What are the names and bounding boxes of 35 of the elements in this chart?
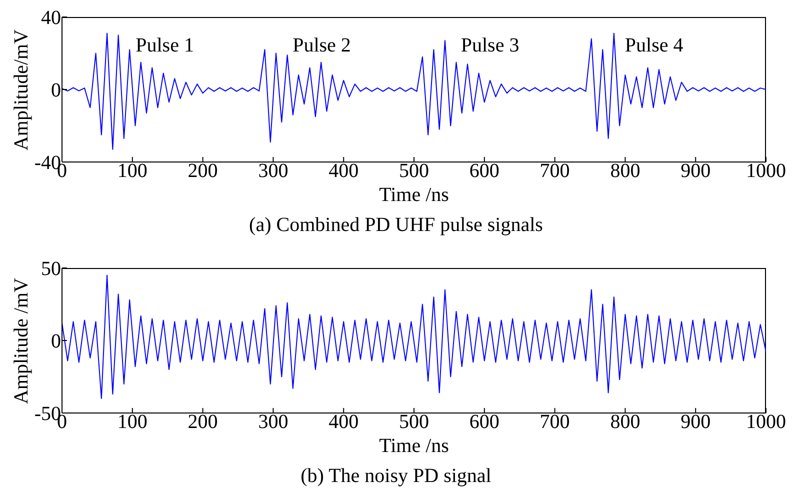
x-tick-label: 900 — [680, 411, 711, 434]
text: (a) Combined PD UHF pulse signals — [248, 214, 544, 237]
annotation: Pulse 1 — [136, 34, 194, 58]
line-series — [62, 32, 766, 150]
x-tick-label: 100 — [117, 411, 148, 434]
x-tick-label: 400 — [328, 411, 359, 434]
x-tick-label: 600 — [469, 411, 500, 434]
y-axis-title: Amplitude/mV — [10, 28, 34, 150]
x-tick-label: 200 — [188, 160, 218, 182]
x-axis-title: Time /ns — [378, 435, 450, 458]
x-tick-label: 200 — [188, 411, 218, 434]
x-tick-label: 100 — [117, 160, 148, 182]
x-axis-title: Time /ns — [378, 184, 450, 207]
annotation: Pulse 4 — [624, 34, 684, 58]
annotation: Pulse 2 — [292, 34, 351, 58]
x-tick-label: 300 — [258, 160, 288, 182]
y-tick-label: 50 — [41, 258, 61, 280]
x-tick-label: 300 — [258, 411, 288, 434]
x-tick-label: 500 — [399, 160, 429, 182]
x-tick-label: 600 — [469, 160, 500, 182]
x-tick-label: 500 — [399, 411, 429, 434]
x-tick-label: 1000 — [746, 160, 786, 182]
y-tick-label: 0 — [51, 80, 61, 102]
x-tick-label: 700 — [540, 411, 570, 434]
x-tick-label: 1000 — [746, 411, 786, 434]
y-axis-title: Amplitude /mV — [10, 277, 34, 404]
y-tick-label: 40 — [41, 7, 61, 30]
x-tick-label: 700 — [540, 160, 570, 182]
y-tick-label: 0 — [51, 330, 61, 353]
x-tick-label: 400 — [328, 160, 359, 182]
x-tick-label: 900 — [680, 160, 711, 182]
text: (b) The noisy PD signal — [300, 465, 492, 488]
annotation: Pulse 3 — [460, 34, 520, 58]
x-tick-label: 800 — [610, 411, 640, 434]
x-tick-label: 800 — [610, 160, 640, 182]
